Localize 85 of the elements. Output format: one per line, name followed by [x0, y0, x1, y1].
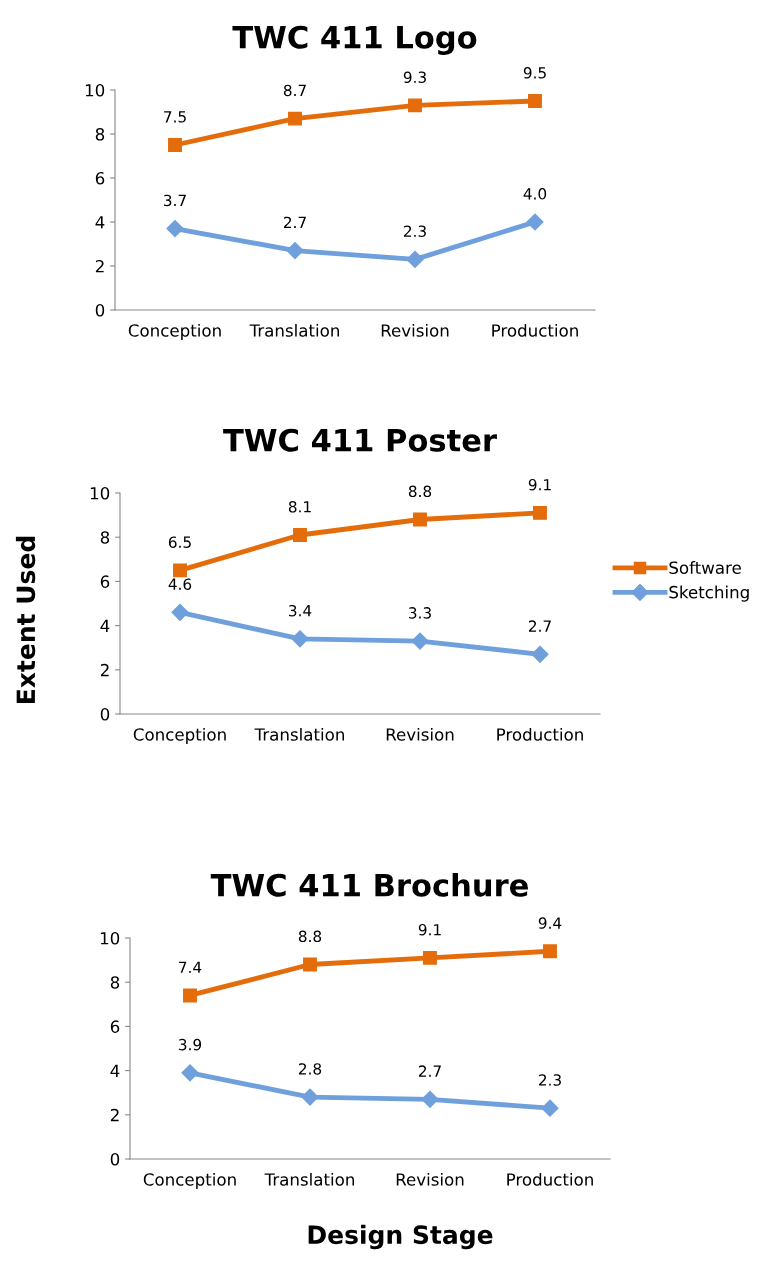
x-tick-label: Revision: [396, 1172, 464, 1186]
chart-title: TWC 411 Logo: [232, 25, 477, 55]
data-label: 8.8: [298, 930, 322, 943]
point: [541, 1099, 559, 1117]
x-tick-label: Production: [507, 1172, 593, 1186]
y-tick-label: 4: [110, 1064, 120, 1077]
point: [526, 213, 544, 231]
y-tick-label: 4: [100, 619, 110, 632]
data-label: 4.6: [168, 578, 192, 590]
point: [413, 512, 427, 527]
data-label: 9.1: [528, 478, 551, 491]
x-tick-label: Revision: [386, 727, 454, 741]
point: [173, 563, 187, 578]
data-label: 2.7: [418, 1065, 441, 1077]
x-tick-label: Conception: [128, 323, 221, 341]
data-label: 3.4: [289, 604, 312, 617]
y-axis-title: Extent Used: [15, 536, 36, 703]
data-label: 7.5: [164, 111, 186, 123]
data-label: 9.4: [538, 917, 562, 929]
x-tick-label: Conception: [143, 1172, 236, 1190]
point: [288, 111, 302, 126]
point: [301, 1088, 319, 1106]
point: [406, 250, 424, 268]
data-label: 7.4: [179, 961, 202, 973]
data-label: 9.5: [523, 67, 546, 79]
y-tick-label: 6: [95, 171, 105, 185]
data-label: 2.3: [403, 225, 426, 237]
y-tick-label: 0: [95, 303, 105, 317]
data-label: 9.1: [418, 923, 441, 936]
x-tick-label: Conception: [133, 727, 226, 745]
chart-title: TWC 411 Brochure: [210, 873, 528, 897]
data-label: 2.8: [298, 1063, 322, 1075]
point: [293, 528, 307, 542]
y-tick-label: 2: [95, 259, 104, 273]
y-tick-label: 10: [90, 486, 110, 500]
y-tick-label: 0: [100, 707, 110, 721]
point: [168, 138, 182, 152]
x-axis-title: Design Stage: [308, 1224, 493, 1250]
x-tick-label: Production: [497, 727, 583, 741]
y-tick-label: 8: [95, 127, 105, 141]
data-label: 3.9: [179, 1038, 202, 1051]
legend-label: Sketching: [669, 585, 749, 602]
point: [303, 957, 317, 972]
y-tick-label: 4: [95, 216, 105, 229]
y-tick-label: 6: [100, 575, 110, 588]
legend-label: Software: [669, 561, 741, 574]
data-label: 8.1: [288, 501, 311, 513]
point: [408, 98, 422, 113]
x-tick-label: Revision: [381, 323, 449, 337]
point: [286, 242, 304, 260]
point: [183, 988, 197, 1003]
data-label: 2.3: [538, 1074, 561, 1086]
point: [543, 944, 557, 959]
point: [423, 950, 437, 965]
chart-title: TWC 411 Poster: [223, 428, 497, 452]
y-tick-label: 10: [100, 931, 120, 945]
y-tick-label: 8: [110, 976, 120, 989]
x-tick-label: Translation: [249, 323, 339, 337]
point: [421, 1090, 439, 1108]
x-tick-label: Translation: [254, 727, 344, 741]
point: [171, 603, 189, 621]
y-tick-label: 0: [110, 1152, 120, 1166]
point: [181, 1064, 199, 1082]
point: [411, 632, 429, 650]
y-tick-label: 10: [85, 83, 105, 97]
data-label: 8.7: [283, 84, 306, 97]
data-label: 9.3: [403, 71, 426, 83]
y-tick-label: 2: [100, 663, 109, 677]
point: [528, 94, 542, 108]
data-label: 2.7: [528, 620, 551, 632]
x-tick-label: Translation: [264, 1172, 354, 1186]
y-tick-label: 2: [110, 1108, 119, 1122]
y-tick-label: 8: [100, 531, 110, 544]
data-label: 4.0: [523, 188, 547, 200]
y-tick-label: 6: [110, 1020, 120, 1033]
x-tick-label: Production: [492, 323, 578, 337]
point: [291, 630, 309, 648]
point: [166, 220, 184, 238]
data-label: 8.8: [408, 485, 432, 498]
data-label: 3.7: [164, 194, 186, 207]
data-label: 2.7: [283, 216, 306, 228]
point: [533, 505, 547, 520]
point: [531, 645, 549, 663]
data-label: 3.3: [409, 607, 431, 619]
data-label: 6.5: [168, 536, 191, 548]
